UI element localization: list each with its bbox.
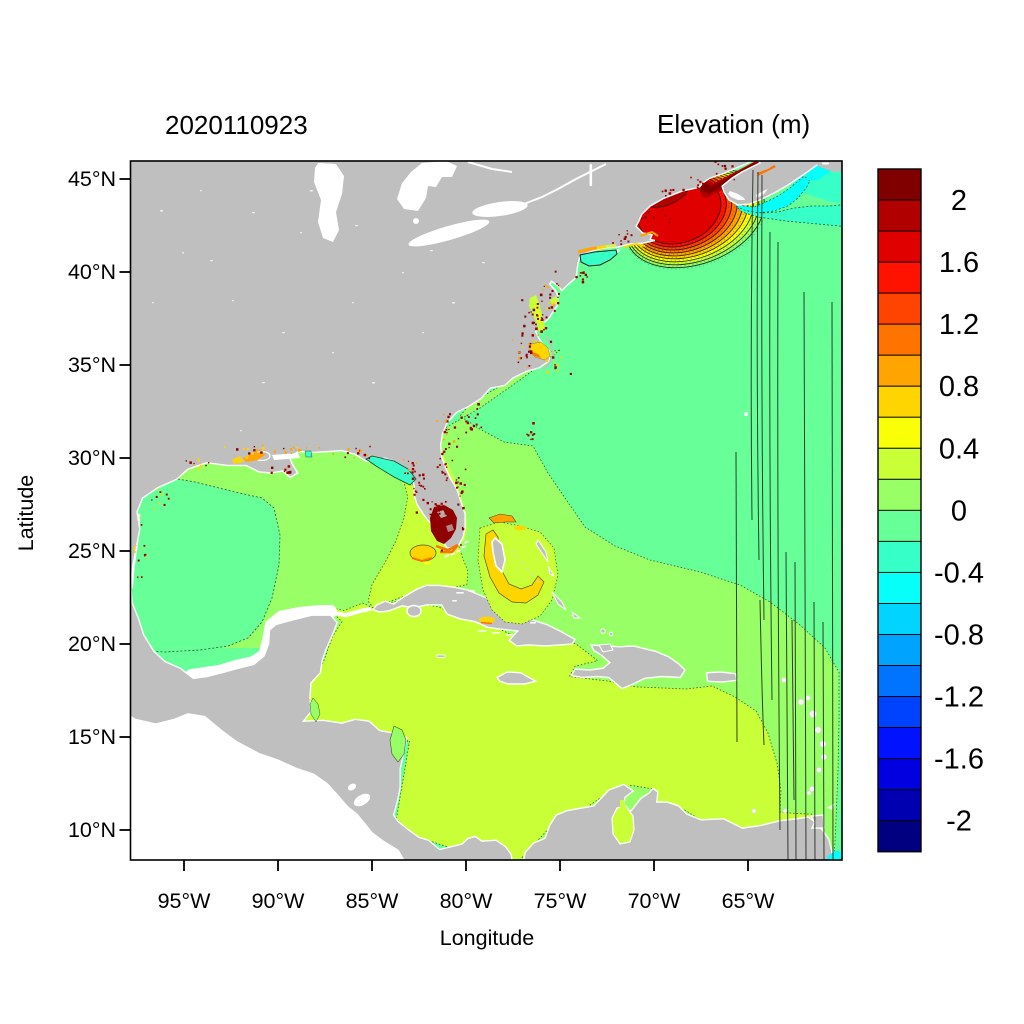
svg-text:-0.8: -0.8 [934,620,984,652]
svg-text:95°W: 95°W [158,889,212,913]
svg-text:30°N: 30°N [68,446,116,470]
svg-text:1.2: 1.2 [939,309,979,341]
svg-text:20°N: 20°N [68,632,116,656]
svg-text:25°N: 25°N [68,539,116,563]
svg-text:Elevation (m): Elevation (m) [657,109,810,139]
svg-text:15°N: 15°N [68,725,116,749]
svg-text:Longitude: Longitude [440,926,534,950]
svg-text:0.8: 0.8 [939,371,979,403]
svg-text:2: 2 [951,185,967,217]
svg-text:-2: -2 [946,806,972,838]
svg-text:40°N: 40°N [68,260,116,284]
svg-text:-1.6: -1.6 [934,744,984,776]
svg-text:0.4: 0.4 [939,433,979,465]
svg-text:65°W: 65°W [722,889,776,913]
svg-text:-0.4: -0.4 [934,557,984,589]
svg-text:80°W: 80°W [440,889,494,913]
svg-text:35°N: 35°N [68,353,116,377]
svg-text:2020110923: 2020110923 [165,110,308,140]
svg-text:10°N: 10°N [68,818,116,842]
svg-text:70°W: 70°W [628,889,682,913]
svg-text:90°W: 90°W [252,889,306,913]
svg-text:Latitude: Latitude [14,475,38,552]
svg-text:45°N: 45°N [68,167,116,191]
svg-text:85°W: 85°W [346,889,400,913]
svg-text:1.6: 1.6 [939,247,979,279]
svg-text:75°W: 75°W [534,889,588,913]
svg-text:0: 0 [951,495,967,527]
svg-text:-1.2: -1.2 [934,682,984,714]
